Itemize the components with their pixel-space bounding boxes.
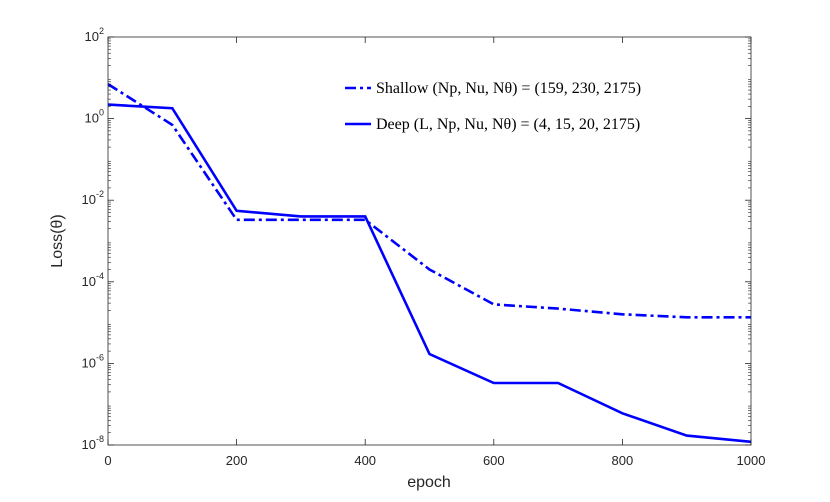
x-tick-label: 1000 (737, 453, 766, 468)
series-line-deep (107, 103, 752, 444)
y-axis: 10-8 10-6 10-4 10-2 100 102 (82, 26, 751, 452)
plot-background (108, 37, 751, 445)
axes-box (107, 36, 752, 446)
y-tick-label: 10-2 (82, 189, 104, 207)
y-tick-label: 100 (85, 108, 104, 126)
y-tick-label: 10-6 (82, 352, 104, 370)
x-axis: 0 200 400 600 800 1000 (104, 37, 765, 468)
plot-area (107, 83, 752, 444)
legend-label-deep: Deep (L, Np, Nu, Nθ) = (4, 15, 20, 2175) (376, 116, 640, 133)
x-tick-label: 800 (612, 453, 634, 468)
x-tick-label: 400 (354, 453, 376, 468)
x-tick-label: 200 (226, 453, 248, 468)
y-axis-label: Loss(θ) (49, 214, 66, 267)
x-axis-label: epoch (407, 474, 451, 491)
y-tick-label: 102 (85, 26, 104, 44)
legend-label-shallow: Shallow (Np, Nu, Nθ) = (159, 230, 2175) (376, 80, 641, 97)
series-line-shallow (107, 83, 751, 319)
legend: Shallow (Np, Nu, Nθ) = (159, 230, 2175) D… (345, 80, 641, 133)
x-tick-label: 600 (483, 453, 505, 468)
x-tick-label: 0 (104, 453, 111, 468)
y-tick-label: 10-8 (82, 434, 104, 452)
y-tick-label: 10-4 (82, 271, 104, 289)
